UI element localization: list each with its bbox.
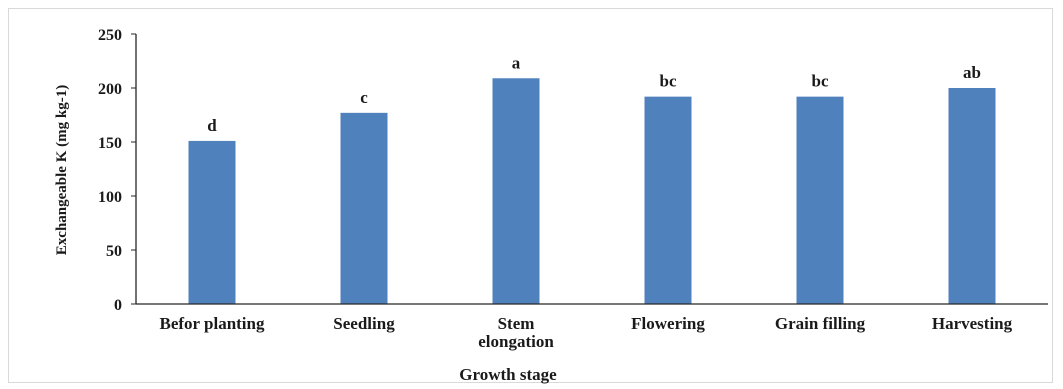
x-tick-label: Harvesting xyxy=(932,314,1013,333)
bar xyxy=(188,140,236,304)
x-tick-label: Stem xyxy=(498,314,535,333)
y-tick-label: 250 xyxy=(98,27,122,44)
data-label: bc xyxy=(660,72,677,91)
y-tick-label: 0 xyxy=(114,297,122,314)
bars xyxy=(188,78,996,304)
x-tick-label: Flowering xyxy=(631,314,705,333)
data-label: a xyxy=(512,53,521,72)
data-labels: d c a bc bc ab xyxy=(207,53,981,135)
data-label: d xyxy=(207,116,217,135)
bar xyxy=(644,96,692,304)
y-axis: 0 50 100 150 200 250 xyxy=(98,27,137,314)
data-label: c xyxy=(360,88,368,107)
x-tick-label: Grain filling xyxy=(775,314,866,333)
bar xyxy=(796,96,844,304)
bar xyxy=(492,78,540,304)
bar xyxy=(340,112,388,304)
bar xyxy=(948,88,996,304)
x-axis-title: Growth stage xyxy=(459,365,557,384)
data-label: bc xyxy=(812,72,829,91)
y-tick-label: 150 xyxy=(98,135,122,152)
y-tick-label: 50 xyxy=(106,243,122,260)
y-axis-title: Exchangeable K (mg kg-1) xyxy=(54,85,70,255)
x-tick-label: Seedling xyxy=(333,314,395,333)
data-label: ab xyxy=(963,63,981,82)
x-tick-label: Befor planting xyxy=(159,314,265,333)
y-tick-label: 100 xyxy=(98,189,122,206)
y-tick-label: 200 xyxy=(98,81,122,98)
x-tick-label: elongation xyxy=(478,332,554,351)
